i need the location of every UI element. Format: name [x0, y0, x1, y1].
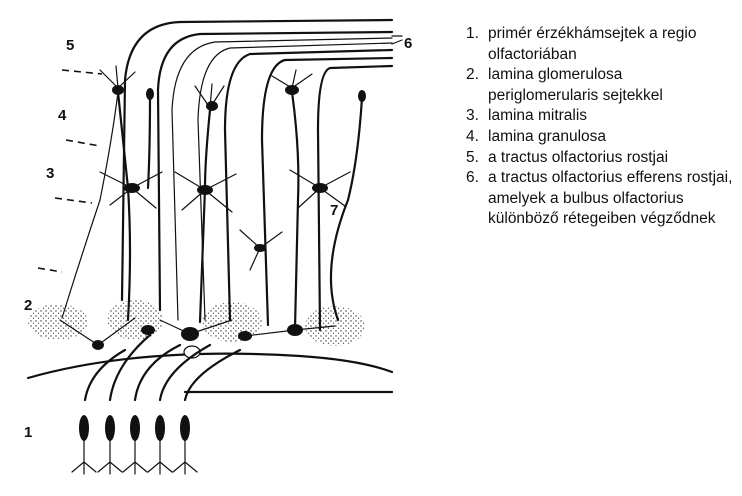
mitral-cells — [61, 65, 366, 330]
legend-number: 6. — [466, 169, 479, 187]
legend-number: 4. — [466, 127, 479, 145]
legend-text: lamina mitralis — [488, 107, 588, 125]
tractus-fibers — [120, 18, 403, 332]
legend-item: 1. primér érzékhámsejtek a regio olfactor… — [466, 24, 736, 65]
legend-number: 3. — [466, 107, 479, 125]
layer-label-2: 2 — [24, 297, 32, 314]
layer-label-5: 5 — [66, 37, 74, 54]
legend-number: 5. — [466, 148, 479, 166]
legend-item: 6. a tractus olfactorius efferens rostjai… — [466, 168, 736, 230]
legend-item: 3. lamina mitralis — [466, 106, 736, 127]
legend-text: lamina glomerulosa periglomerularis sejt… — [488, 66, 663, 104]
legend-text: a tractus olfactorius efferens rostjai, … — [488, 169, 733, 228]
receptor-cells — [71, 333, 242, 475]
legend-item: 4. lamina granulosa — [466, 127, 736, 148]
legend-text: lamina granulosa — [488, 127, 607, 145]
legend-text: primér érzékhámsejtek a regio olfactoriá… — [488, 25, 697, 63]
legend-item: 5. a tractus olfactorius rostjai — [466, 148, 736, 169]
layer-label-4: 4 — [58, 107, 67, 124]
glomeruli — [28, 300, 365, 346]
layer-label-3: 3 — [46, 165, 54, 182]
layer-label-7: 7 — [330, 202, 338, 219]
legend-number: 2. — [466, 66, 479, 84]
legend-text: a tractus olfactorius rostjai — [488, 148, 669, 166]
legend-number: 1. — [466, 25, 479, 42]
legend-item: 2. lamina glomerulosa periglomerularis se… — [466, 65, 736, 106]
lamina-borders — [26, 352, 394, 394]
layer-boundaries — [37, 69, 103, 273]
layer-label-6: 6 — [404, 35, 412, 52]
layer-label-1: 1 — [24, 424, 32, 441]
legend: 1. primér érzékhámsejtek a regio olfactor… — [466, 24, 736, 230]
periglomerular-cells — [59, 317, 336, 359]
